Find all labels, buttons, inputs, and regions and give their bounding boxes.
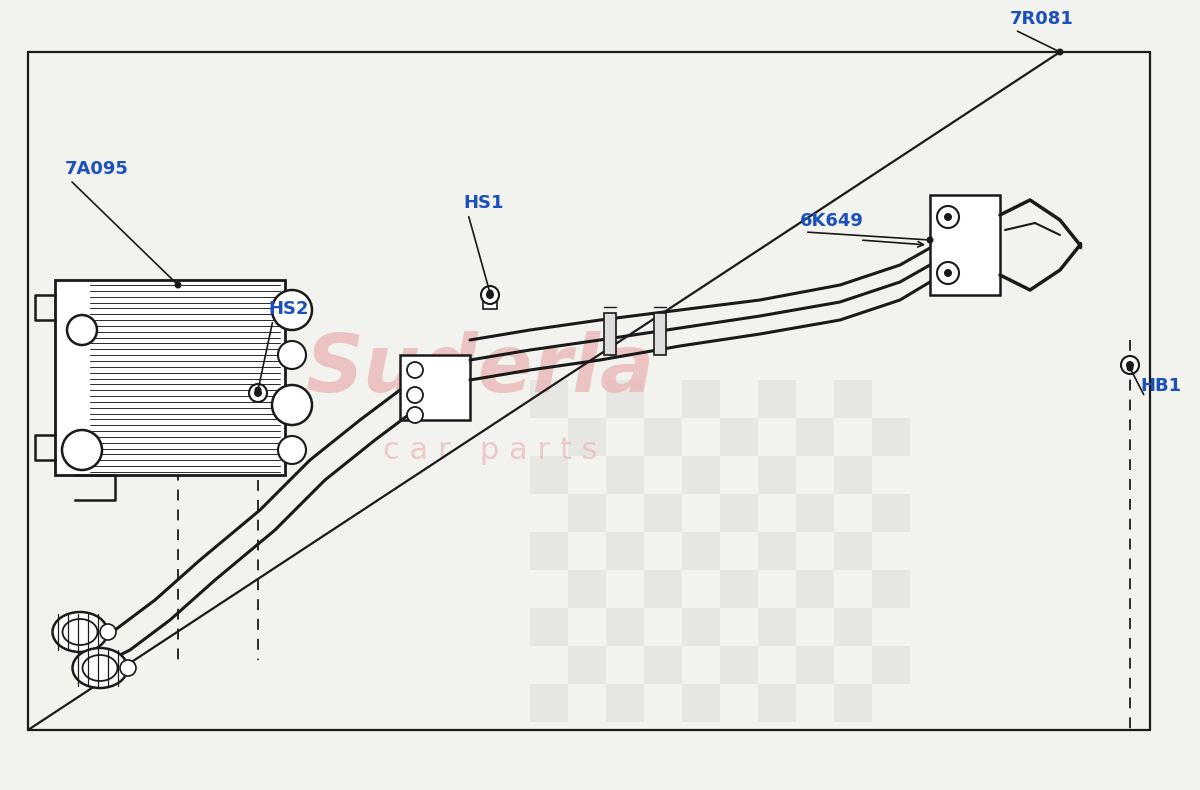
Bar [834, 456, 872, 494]
Bar [568, 570, 606, 608]
Circle shape [944, 269, 952, 277]
Text: 7R081: 7R081 [1010, 10, 1074, 28]
Bar [606, 456, 644, 494]
Bar [644, 494, 682, 532]
Bar [758, 684, 796, 722]
Bar [758, 380, 796, 418]
Circle shape [407, 387, 424, 403]
Circle shape [120, 660, 136, 676]
Bar [644, 570, 682, 608]
Circle shape [486, 289, 493, 296]
Bar [720, 494, 758, 532]
Bar [872, 646, 910, 684]
Bar [530, 380, 568, 418]
Text: c a r   p a r t s: c a r p a r t s [383, 435, 598, 465]
Circle shape [486, 291, 494, 299]
Circle shape [67, 315, 97, 345]
Text: HB1: HB1 [1140, 377, 1181, 395]
Text: 7A095: 7A095 [65, 160, 128, 178]
Bar [796, 418, 834, 456]
Bar [530, 608, 568, 646]
Bar [530, 532, 568, 570]
Bar [606, 608, 644, 646]
Bar [400, 355, 470, 420]
Ellipse shape [53, 612, 108, 652]
Bar [482, 295, 497, 309]
Bar [796, 646, 834, 684]
Bar [568, 418, 606, 456]
Bar [720, 570, 758, 608]
Bar [644, 418, 682, 456]
Text: HS1: HS1 [463, 194, 504, 212]
Circle shape [1127, 364, 1134, 371]
Text: Suderla: Suderla [305, 331, 655, 409]
Bar [720, 418, 758, 456]
Circle shape [254, 389, 262, 397]
Bar [530, 684, 568, 722]
Bar [720, 646, 758, 684]
Circle shape [944, 213, 952, 221]
Bar [758, 456, 796, 494]
Circle shape [481, 286, 499, 304]
Text: HS2: HS2 [268, 300, 308, 318]
Circle shape [272, 290, 312, 330]
Circle shape [937, 262, 959, 284]
Ellipse shape [72, 648, 127, 688]
Bar [872, 494, 910, 532]
Bar [530, 456, 568, 494]
Circle shape [1056, 48, 1063, 55]
Text: 6K649: 6K649 [800, 212, 864, 230]
Bar [872, 570, 910, 608]
Circle shape [250, 384, 266, 402]
Circle shape [1126, 361, 1134, 369]
Bar [606, 532, 644, 570]
Bar [644, 646, 682, 684]
Circle shape [272, 385, 312, 425]
Bar [682, 684, 720, 722]
Circle shape [278, 436, 306, 464]
Bar [606, 380, 644, 418]
Circle shape [926, 236, 934, 243]
Bar [604, 313, 616, 355]
Circle shape [174, 281, 181, 288]
Bar [654, 313, 666, 355]
Bar [55, 280, 286, 475]
Bar [796, 494, 834, 532]
Bar [834, 608, 872, 646]
Circle shape [407, 362, 424, 378]
Circle shape [278, 341, 306, 369]
Bar [568, 494, 606, 532]
Bar [758, 532, 796, 570]
Bar [930, 195, 1000, 295]
Bar [606, 684, 644, 722]
Bar [872, 418, 910, 456]
Circle shape [1121, 356, 1139, 374]
Bar [682, 456, 720, 494]
Bar [682, 380, 720, 418]
Bar [834, 684, 872, 722]
Circle shape [62, 430, 102, 470]
Bar [834, 380, 872, 418]
Bar [682, 532, 720, 570]
Circle shape [254, 386, 262, 393]
Circle shape [937, 206, 959, 228]
Circle shape [100, 624, 116, 640]
Circle shape [407, 407, 424, 423]
Bar [758, 608, 796, 646]
Bar [682, 608, 720, 646]
Bar [796, 570, 834, 608]
Bar [568, 646, 606, 684]
Bar [834, 532, 872, 570]
